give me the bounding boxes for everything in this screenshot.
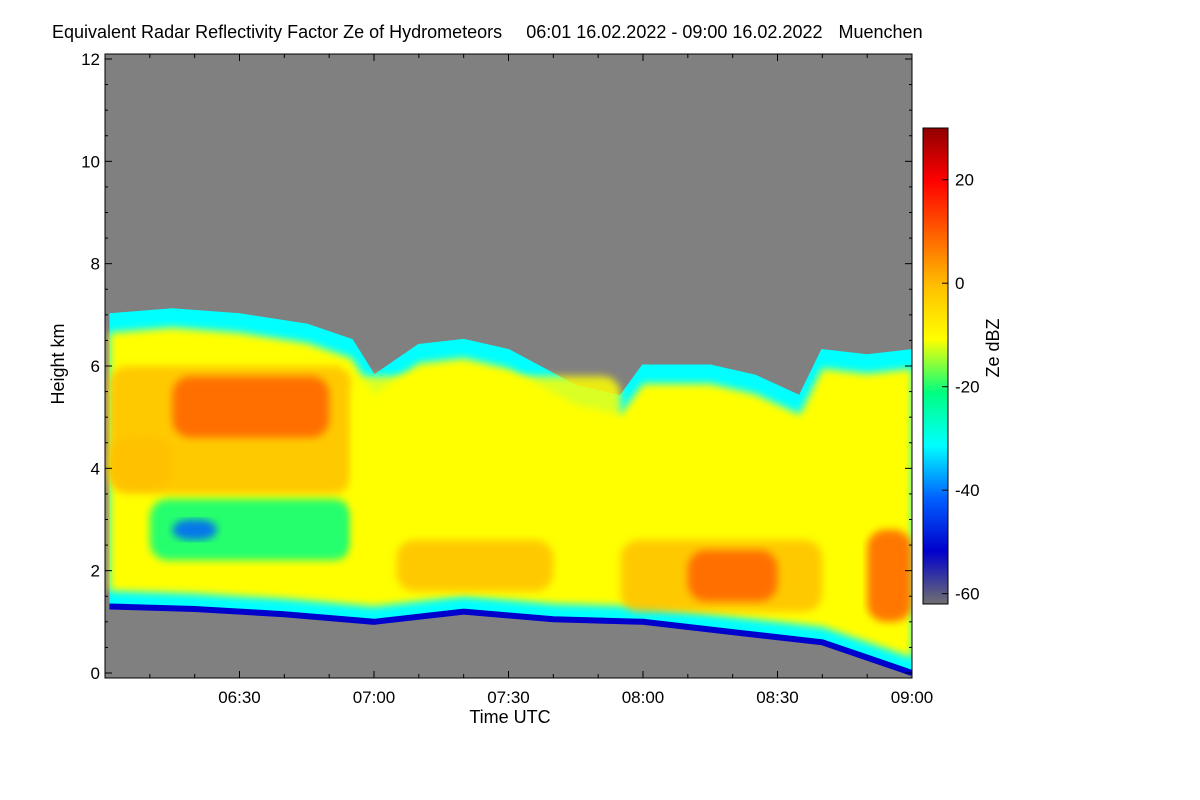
reflectivity-feature xyxy=(867,529,912,622)
y-tick-label: 12 xyxy=(81,50,100,69)
x-tick-label: 09:00 xyxy=(891,688,934,707)
reflectivity-feature xyxy=(109,437,173,489)
x-tick-label: 08:00 xyxy=(622,688,665,707)
x-tick-label: 07:30 xyxy=(487,688,530,707)
colorbar-label: Ze dBZ xyxy=(983,318,1003,378)
cloud-layer xyxy=(109,308,912,676)
x-axis: 06:30 07:00 07:30 08:00 08:30 09:00 xyxy=(149,54,934,707)
x-axis-label: Time UTC xyxy=(469,707,551,727)
colorbar-tick-label: 0 xyxy=(955,274,964,293)
colorbar-tick-label: -40 xyxy=(955,481,980,500)
cloud-top-fringe xyxy=(109,308,912,399)
y-axis: 0 2 4 6 8 10 12 xyxy=(81,50,912,683)
x-tick-label: 08:30 xyxy=(756,688,799,707)
y-tick-label: 6 xyxy=(91,357,100,376)
colorbar-scale xyxy=(922,127,949,605)
reflectivity-feature xyxy=(172,519,218,540)
y-axis-label: Height km xyxy=(48,323,68,405)
colorbar-tick-label: -20 xyxy=(955,378,980,397)
y-tick-label: 2 xyxy=(91,562,100,581)
reflectivity-feature xyxy=(396,540,554,592)
y-tick-label: 8 xyxy=(91,255,100,274)
y-tick-label: 4 xyxy=(91,459,100,478)
chart-location: Muenchen xyxy=(838,22,923,42)
chart-title-line: Equivalent Radar Reflectivity Factor Ze … xyxy=(52,22,923,43)
colorbar: 20 0 -20 -40 -60 xyxy=(922,127,980,605)
reflectivity-feature xyxy=(172,376,330,438)
y-tick-label: 0 xyxy=(91,664,100,683)
colorbar-tick-label: -60 xyxy=(955,585,980,604)
x-tick-label: 07:00 xyxy=(353,688,396,707)
reflectivity-feature xyxy=(351,376,621,592)
cloud-base-fringe xyxy=(109,603,912,676)
chart-title: Equivalent Radar Reflectivity Factor Ze … xyxy=(52,22,503,42)
x-tick-label: 06:30 xyxy=(218,688,261,707)
colorbar-tick-label: 20 xyxy=(955,171,974,190)
y-tick-label: 10 xyxy=(81,152,100,171)
reflectivity-feature xyxy=(687,550,778,602)
reflectivity-feature xyxy=(149,499,352,561)
chart-time-range: 06:01 16.02.2022 - 09:00 16.02.2022 xyxy=(526,22,823,42)
